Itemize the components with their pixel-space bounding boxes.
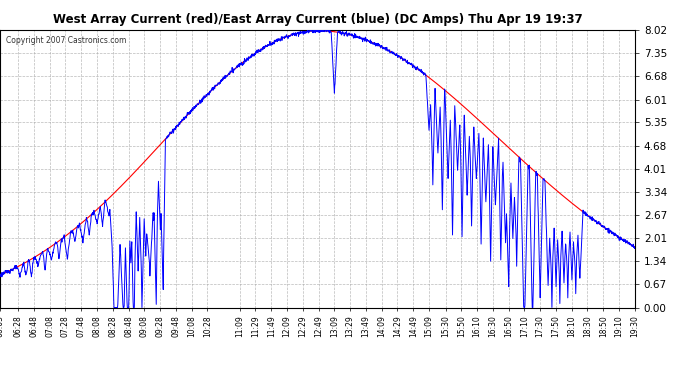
Text: West Array Current (red)/East Array Current (blue) (DC Amps) Thu Apr 19 19:37: West Array Current (red)/East Array Curr…	[52, 13, 582, 26]
Text: Copyright 2007 Castronics.com: Copyright 2007 Castronics.com	[6, 36, 127, 45]
